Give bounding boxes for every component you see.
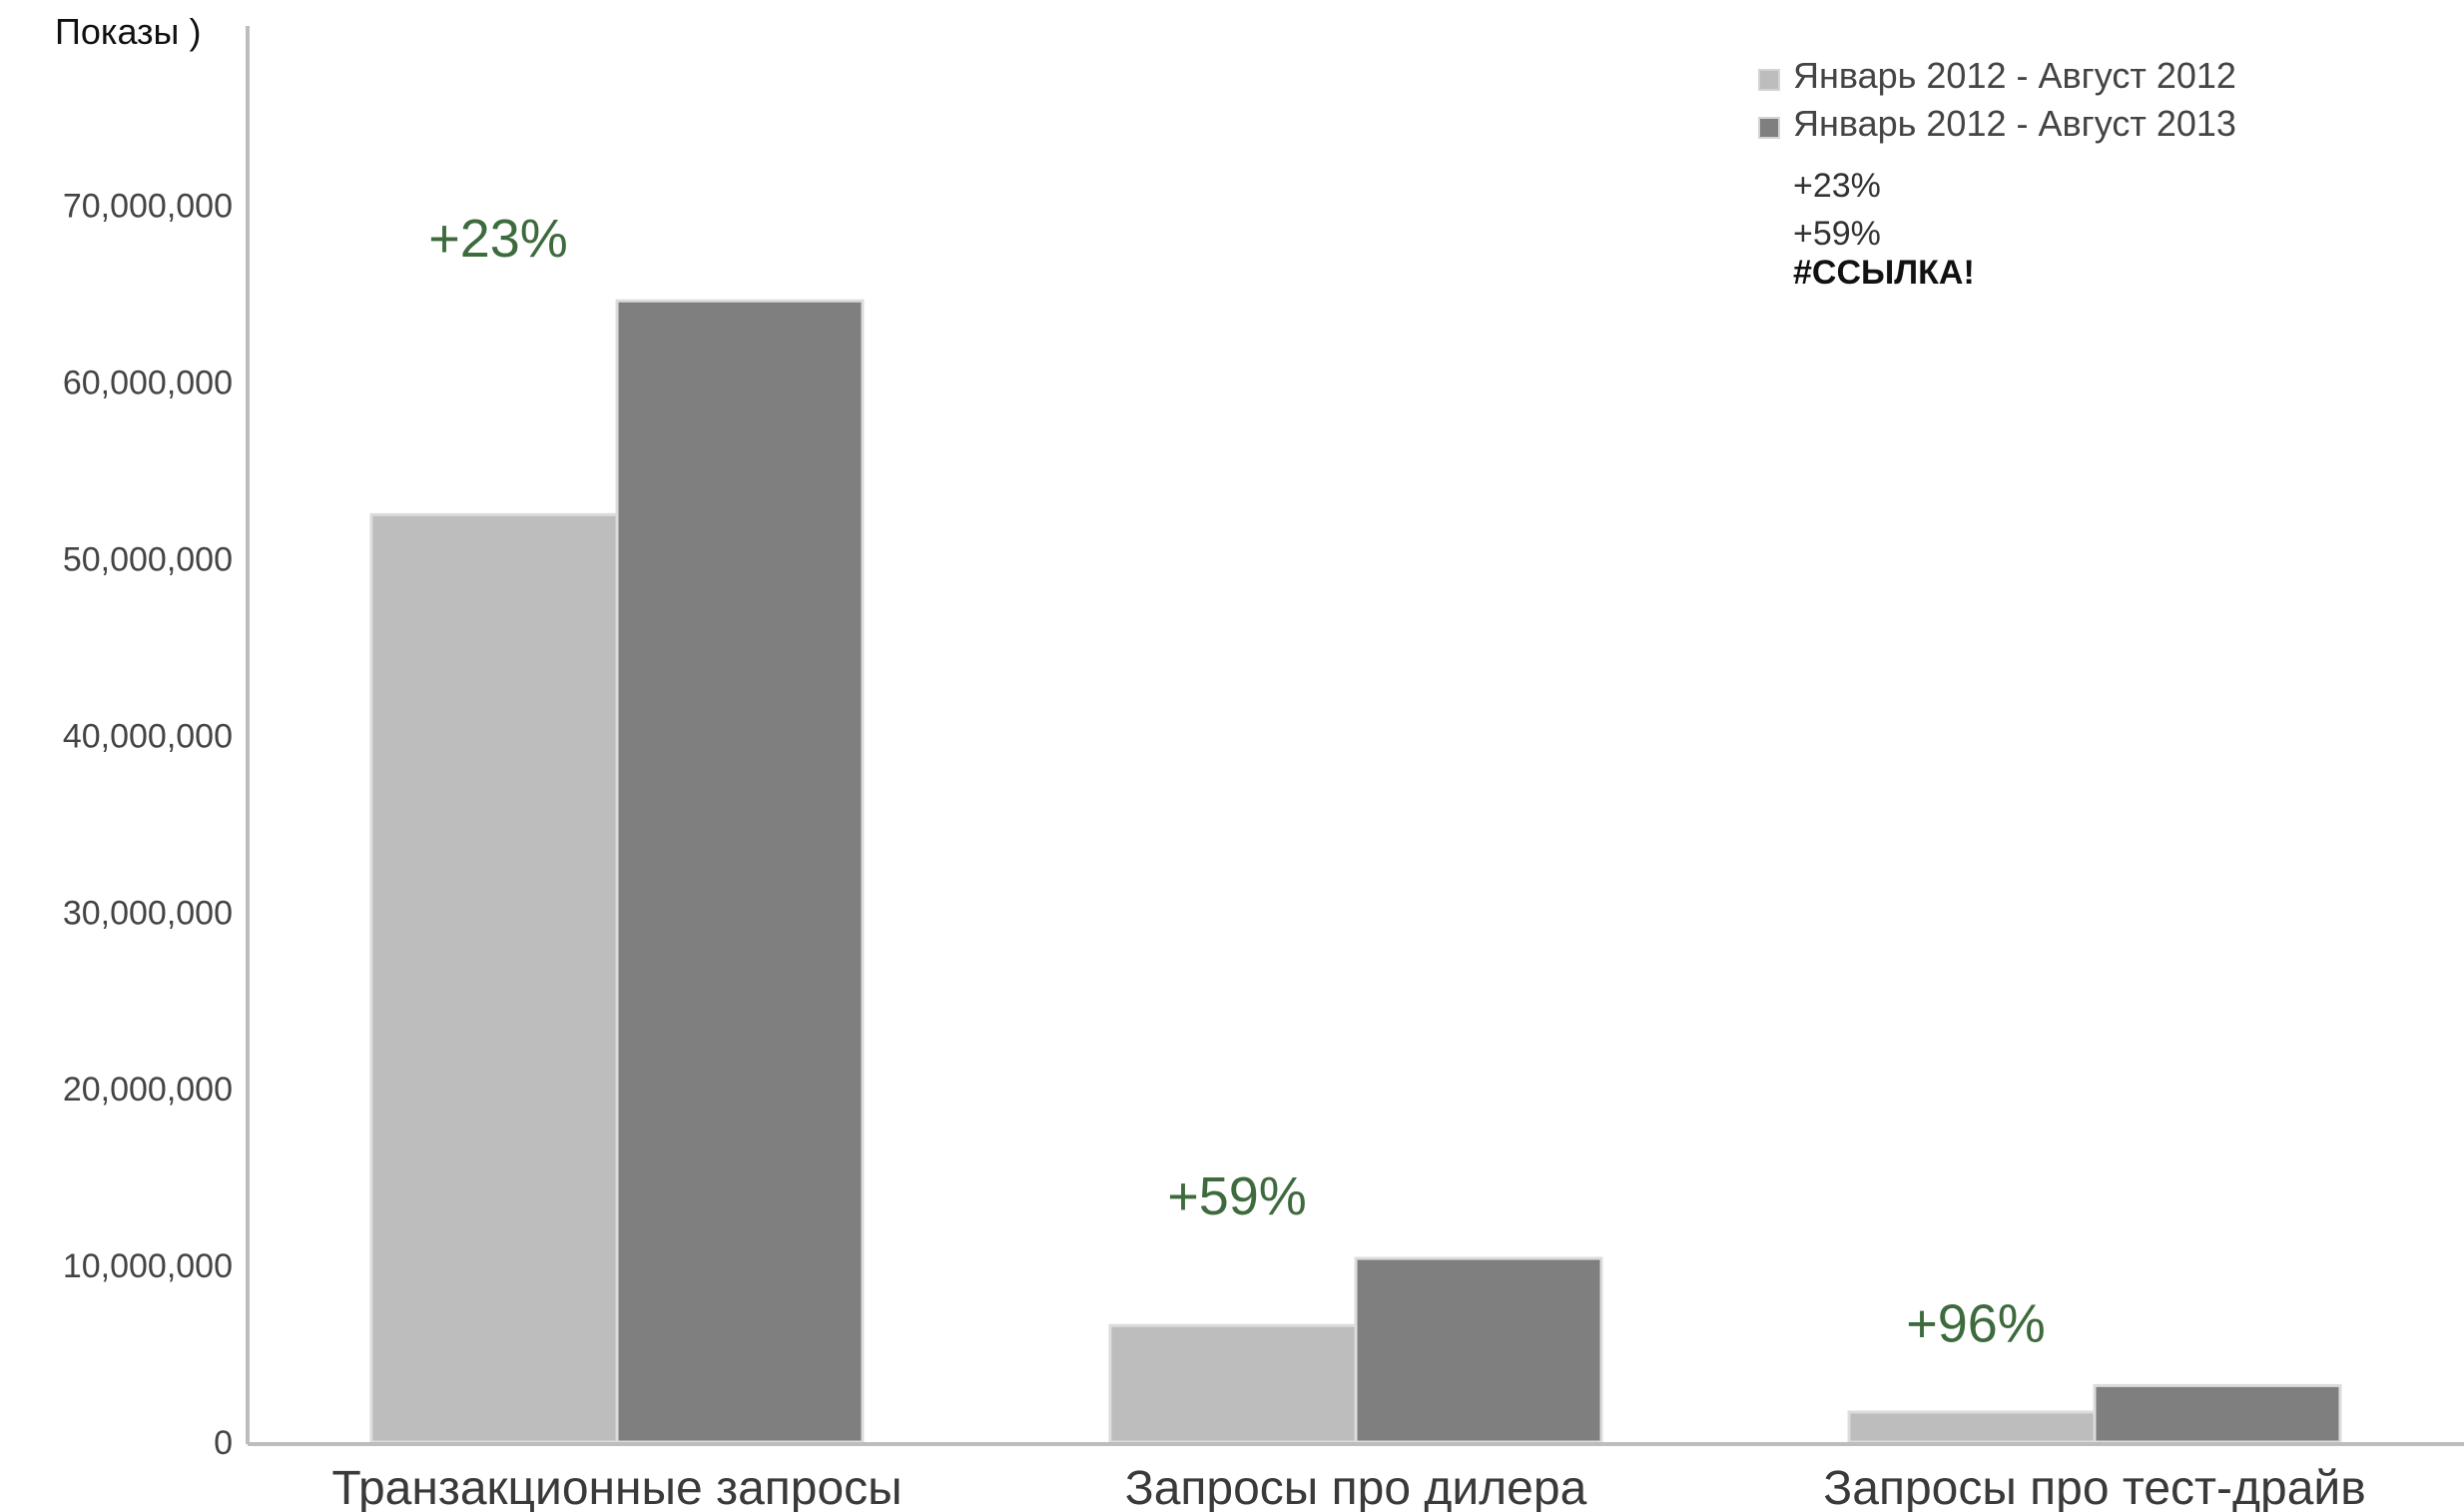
percent-change-label: +59%: [1167, 1166, 1307, 1226]
legend-extra-label: +23%: [1793, 167, 1881, 205]
y-tick-label: 10,000,000: [63, 1247, 233, 1285]
bar-2-2: [1354, 1256, 1603, 1444]
y-axis-ticks: 0 10,000,000 20,000,000 30,000,000 40,000,00…: [63, 188, 233, 1462]
category-label: Транзакционные запросы: [331, 1462, 902, 1512]
legend-error-label: #ССЫЛКА!: [1793, 254, 1975, 292]
legend-extra-label: +59%: [1793, 215, 1881, 253]
legend-swatch: [1758, 117, 1780, 139]
legend-label: Январь 2012 - Август 2012: [1793, 55, 2236, 96]
y-tick-label: 70,000,000: [63, 188, 233, 226]
legend-label: Январь 2012 - Август 2013: [1793, 103, 2236, 144]
y-tick-label: 30,000,000: [63, 894, 233, 932]
y-tick-label: 50,000,000: [63, 541, 233, 579]
bar-2-1: [615, 299, 865, 1444]
y-axis-title: Показы ): [55, 11, 201, 52]
bar-1-3: [1847, 1410, 2097, 1444]
y-tick-label: 20,000,000: [63, 1071, 233, 1109]
category-label: Запросы про тест-драйв: [1823, 1462, 2365, 1512]
axes-group: [246, 26, 2464, 1446]
annotations-group: +23% +59% +96%: [428, 209, 2046, 1353]
bar-1-1: [369, 512, 619, 1444]
category-labels: Транзакционные запросы Запросы про дилера…: [331, 1462, 2365, 1512]
y-tick-label: 40,000,000: [63, 717, 233, 755]
percent-change-label: +96%: [1906, 1293, 2046, 1353]
bar-2-3: [2093, 1383, 2342, 1444]
y-tick-label: 60,000,000: [63, 365, 233, 402]
bars-group: [369, 299, 2342, 1444]
percent-change-label: +23%: [428, 209, 568, 269]
category-label: Запросы про дилера: [1125, 1462, 1587, 1512]
y-tick-label: 0: [214, 1424, 233, 1462]
legend-swatch: [1758, 69, 1780, 91]
legend: Январь 2012 - Август 2012 Январь 2012 - А…: [1758, 55, 2236, 292]
bar-1-2: [1108, 1323, 1358, 1444]
